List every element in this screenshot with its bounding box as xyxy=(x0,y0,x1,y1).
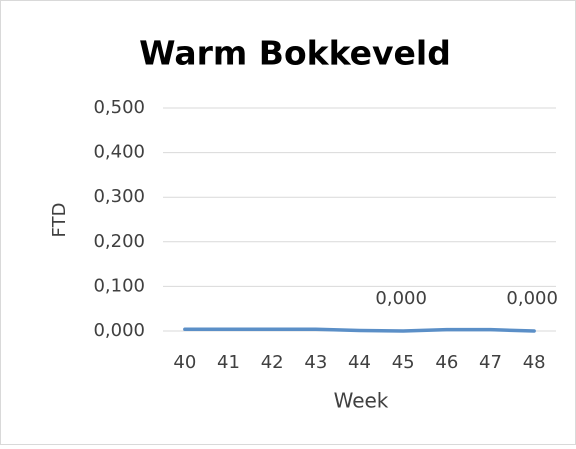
y-tick-label: 0,100 xyxy=(93,275,145,296)
y-tick-label: 0,300 xyxy=(93,186,145,207)
x-tick-label: 40 xyxy=(173,352,196,373)
y-tick-label: 0,500 xyxy=(93,97,145,118)
x-tick-label: 42 xyxy=(261,352,284,373)
x-tick-label: 41 xyxy=(217,352,240,373)
data-label: 0,000 xyxy=(375,288,427,309)
data-label: 0,000 xyxy=(506,288,558,309)
x-tick-label: 46 xyxy=(435,352,458,373)
x-axis-label: Week xyxy=(334,389,389,413)
line-series xyxy=(183,327,536,333)
y-tick-label: 0,000 xyxy=(93,320,145,341)
x-tick-label: 47 xyxy=(479,352,502,373)
x-tick-label: 48 xyxy=(523,352,546,373)
x-tick-label: 44 xyxy=(348,352,371,373)
y-axis-label: FTD xyxy=(49,203,70,238)
y-tick-label: 0,400 xyxy=(93,142,145,163)
chart-title: Warm Bokkeveld xyxy=(139,34,451,73)
y-tick-label: 0,200 xyxy=(93,231,145,252)
x-tick-label: 45 xyxy=(392,352,415,373)
x-tick-label: 43 xyxy=(304,352,327,373)
